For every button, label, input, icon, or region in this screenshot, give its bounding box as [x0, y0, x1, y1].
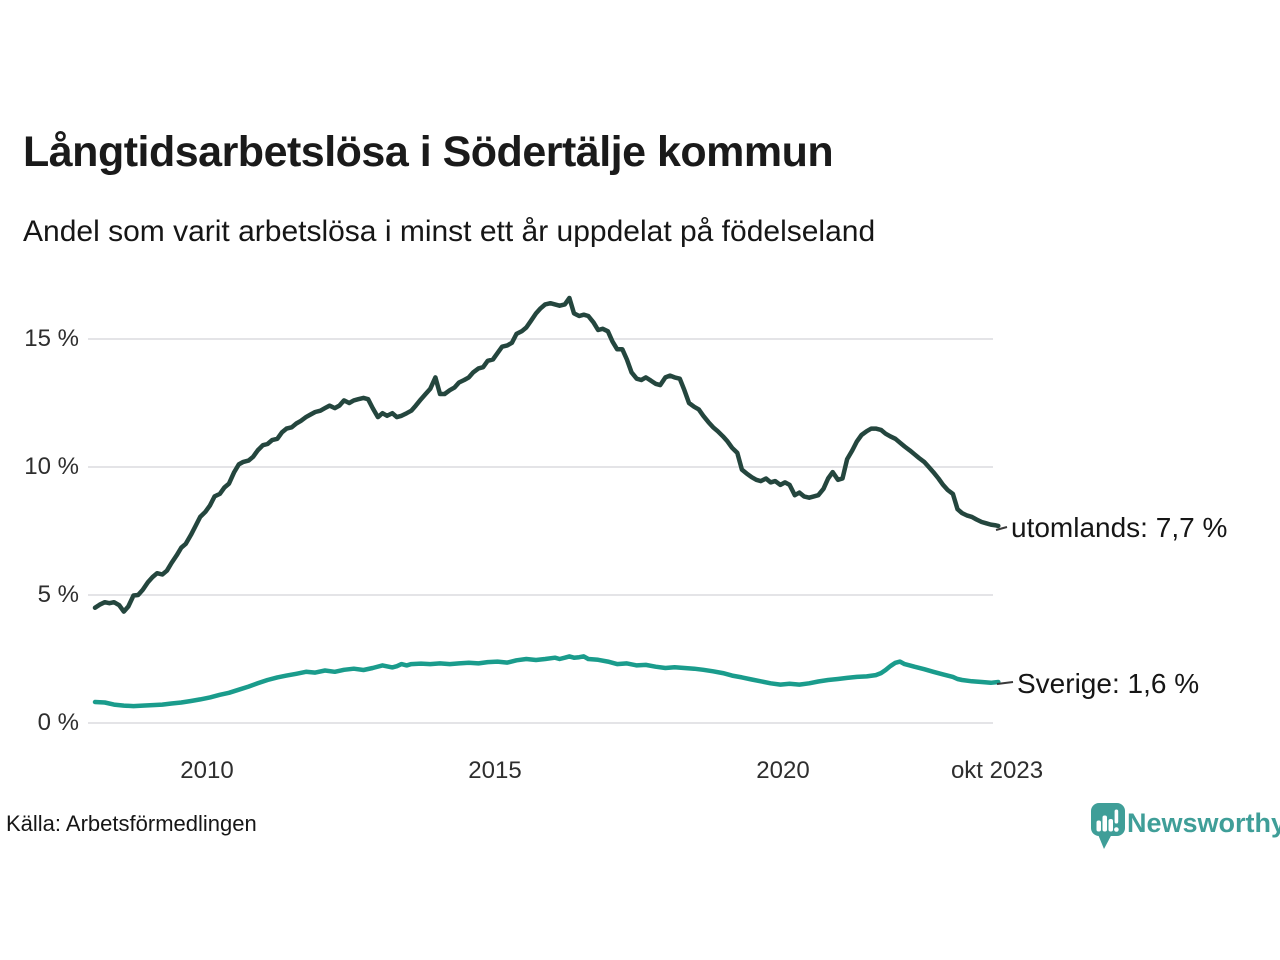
- x-tick-2010: 2010: [180, 757, 234, 784]
- source-attribution: Källa: Arbetsförmedlingen: [6, 811, 257, 836]
- y-tick-15: 15 %: [24, 325, 79, 352]
- y-tick-0: 0 %: [37, 709, 79, 736]
- gridlines: [88, 338, 993, 724]
- x-tick-okt-2023: okt 2023: [950, 757, 1044, 784]
- newsworthy-brand-name: Newsworthy: [1127, 808, 1280, 838]
- chart-subtitle: Andel som varit arbetslösa i minst ett å…: [23, 215, 876, 248]
- x-tick-2020: 2020: [756, 757, 810, 784]
- page-title: Långtidsarbetslösa i Södertälje kommun: [23, 128, 834, 176]
- y-tick-5: 5 %: [37, 581, 79, 608]
- utomlands-label-connector: [995, 526, 1008, 531]
- sverige-line: [92, 654, 1001, 709]
- utomlands-line: [92, 295, 1001, 614]
- y-tick-10: 10 %: [24, 453, 79, 480]
- x-tick-2015: 2015: [468, 757, 522, 784]
- sverige-label-connector: [996, 681, 1014, 685]
- utomlands-series-label: utomlands: 7,7 %: [1011, 512, 1228, 543]
- newsworthy-logo-icon: [1091, 803, 1125, 849]
- sverige-series-label: Sverige: 1,6 %: [1017, 668, 1200, 699]
